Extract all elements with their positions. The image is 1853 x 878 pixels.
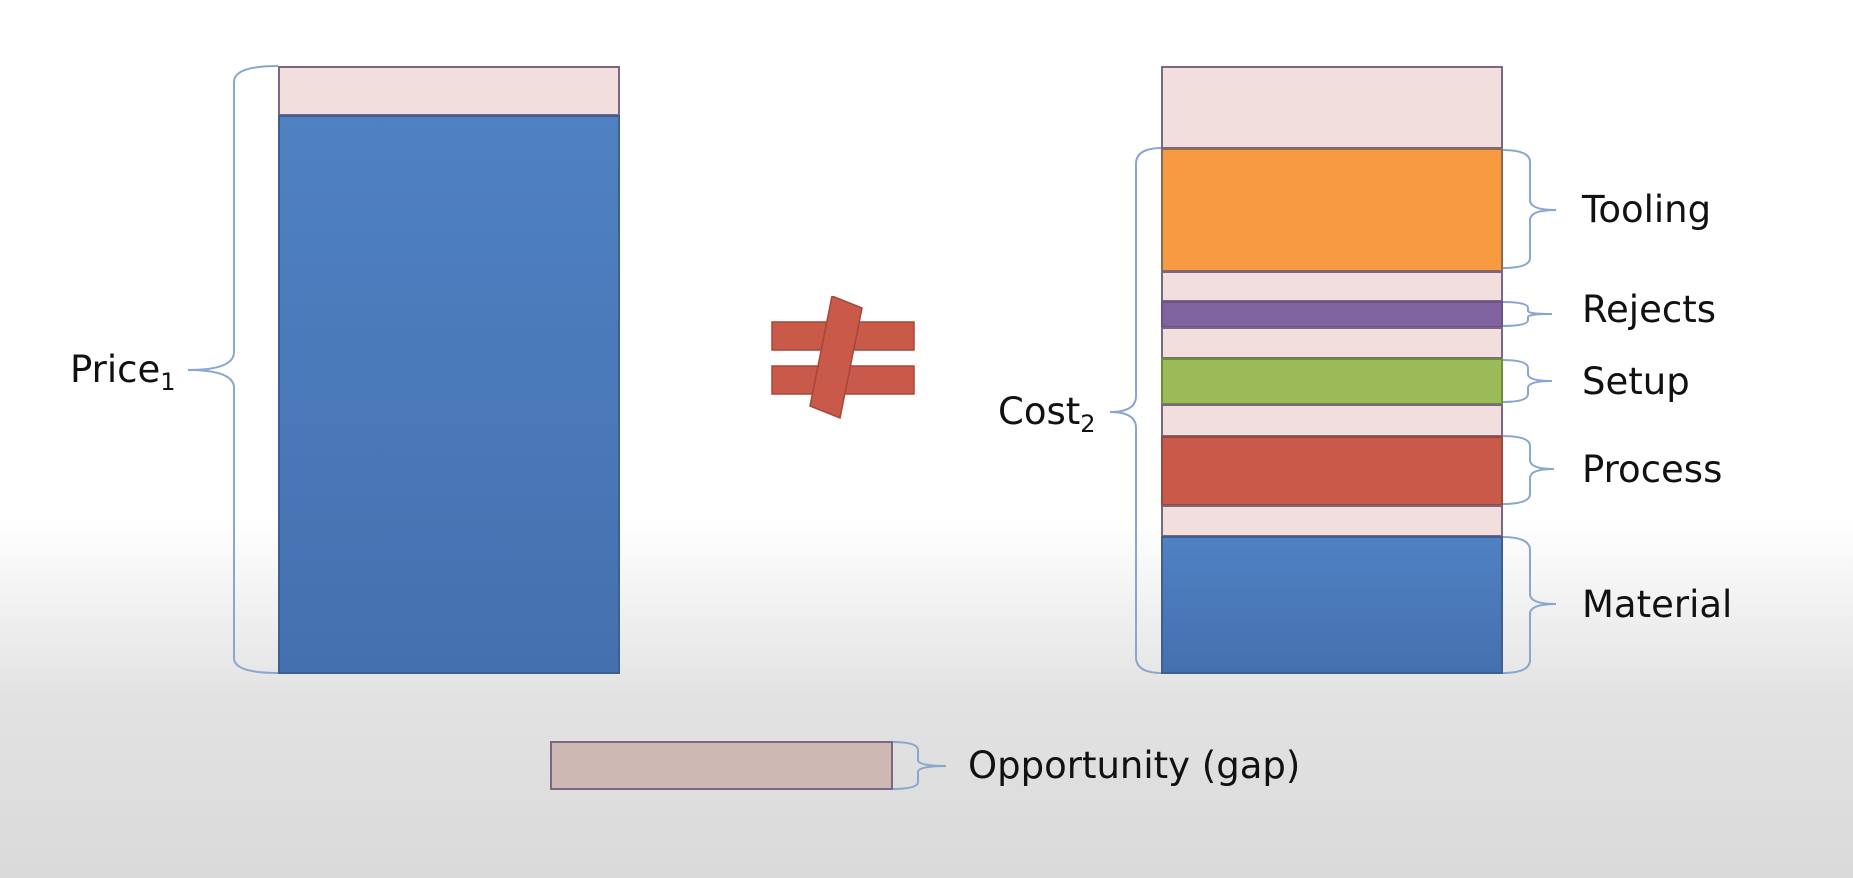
cost-gap-4: [1161, 505, 1503, 537]
cost-label: Cost2: [998, 390, 1096, 438]
cost-gap-3: [1161, 404, 1503, 437]
cost-gap-2: [1161, 327, 1503, 359]
rejects-block: [1161, 301, 1503, 328]
process-block: [1161, 436, 1503, 506]
material-label: Material: [1582, 583, 1733, 626]
cost-gap-1: [1161, 271, 1503, 302]
rejects-bracket: [1501, 301, 1553, 327]
rejects-label: Rejects: [1582, 288, 1716, 331]
material-bracket: [1501, 536, 1557, 674]
not-equal-icon: [771, 296, 915, 420]
price-bracket: [187, 65, 279, 674]
legend-swatch: [550, 741, 893, 790]
setup-bracket: [1501, 359, 1553, 403]
tooling-label: Tooling: [1582, 188, 1712, 231]
tooling-bracket: [1501, 149, 1557, 269]
cost-bracket: [1109, 147, 1163, 674]
process-label: Process: [1582, 448, 1723, 491]
process-bracket: [1501, 435, 1555, 505]
tooling-block: [1161, 148, 1503, 272]
price-gap-block: [278, 66, 620, 116]
setup-block: [1161, 358, 1503, 405]
price-block: [278, 115, 620, 674]
material-block: [1161, 536, 1503, 674]
setup-label: Setup: [1582, 360, 1690, 403]
cost-gap-top: [1161, 66, 1503, 149]
price-label: Price1: [70, 348, 176, 396]
legend-label: Opportunity (gap): [968, 744, 1301, 787]
legend-bracket: [891, 741, 947, 790]
